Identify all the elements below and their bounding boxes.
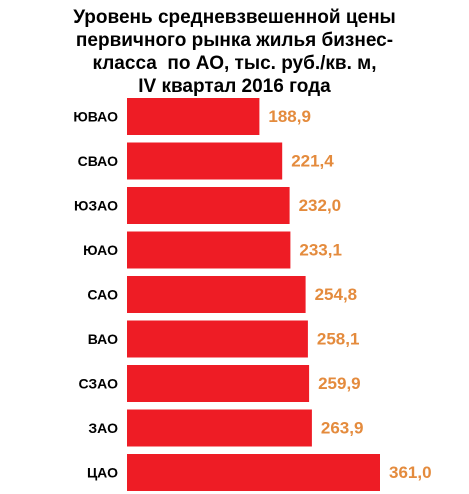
value-label-3: 233,1 [299,241,342,260]
category-label-2: ЮЗАО [74,198,118,214]
category-label-8: ЦАО [87,465,118,481]
bar-3 [127,231,291,269]
value-label-7: 263,9 [321,419,364,438]
value-label-2: 232,0 [299,196,342,215]
category-label-5: ВАО [88,331,118,347]
bar-8 [127,454,380,491]
value-label-0: 188,9 [268,107,311,126]
chart-title-line-4: IV квартал 2016 года [138,76,331,97]
category-label-7: ЗАО [88,420,118,436]
category-label-4: САО [87,287,118,303]
bar-5 [127,320,308,358]
chart-title: Уровень средневзвешенной цены первичного… [0,6,469,98]
value-label-8: 361,0 [389,463,432,482]
category-label-0: ЮВАО [73,109,118,125]
value-label-4: 254,8 [315,285,358,304]
bar-7 [127,409,312,447]
bar-0 [127,98,260,135]
category-label-3: ЮАО [83,242,118,258]
bar-1 [127,142,283,180]
bar-2 [127,187,290,224]
bar-6 [127,365,310,402]
chart-title-line-3: класса по АО, тыс. руб./кв. м, [92,53,377,74]
bar-4 [127,276,306,313]
value-label-5: 258,1 [317,330,360,349]
category-label-1: СВАО [78,153,118,169]
value-label-6: 259,9 [318,374,361,393]
chart-title-line-1: Уровень средневзвешенной цены [73,7,396,28]
chart-title-line-2: первичного рынка жилья бизнес- [75,30,394,51]
value-label-1: 221,4 [291,152,334,171]
category-label-6: СЗАО [78,376,118,392]
